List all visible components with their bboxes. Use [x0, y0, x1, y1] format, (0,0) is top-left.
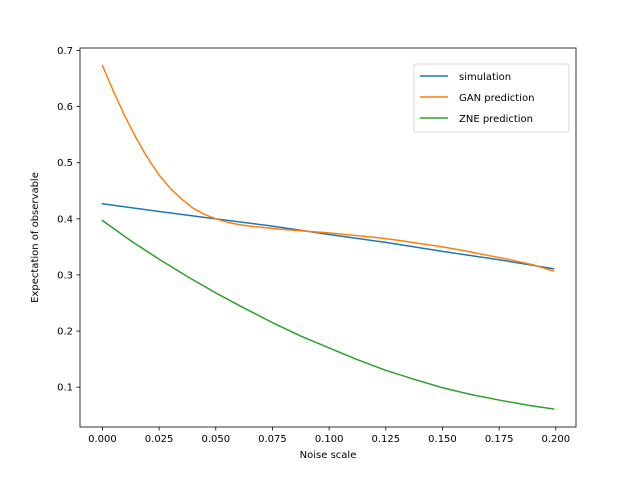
y-tick-label: 0.1: [57, 383, 73, 394]
y-tick-label: 0.4: [57, 214, 73, 225]
legend-label-3: ZNE prediction: [459, 114, 533, 125]
y-tick-label: 0.7: [57, 46, 73, 57]
series-line-2: [101, 64, 555, 272]
legend-label-1: simulation: [459, 72, 511, 83]
plot-frame: [79, 47, 577, 428]
x-tick-label: 0.000: [88, 434, 117, 445]
legend-label-2: GAN prediction: [459, 93, 534, 104]
x-tick-label: 0.175: [485, 434, 514, 445]
legend: simulation GAN prediction ZNE prediction: [413, 63, 570, 133]
y-tick-label: 0.6: [57, 102, 73, 113]
y-tick-label: 0.5: [57, 158, 73, 169]
series-lines: [101, 64, 555, 410]
y-axis-label: Expectation of observable: [30, 172, 41, 303]
y-tick-label: 0.3: [57, 270, 73, 281]
x-axis-ticks: 0.000 0.025 0.050 0.075 0.100 0.125 0.150 0.175…: [88, 427, 570, 445]
legend-frame: [413, 63, 570, 133]
series-line-3: [101, 219, 555, 410]
x-tick-label: 0.075: [258, 434, 287, 445]
x-tick-label: 0.100: [315, 434, 344, 445]
y-axis-ticks: 0.1 0.2 0.3 0.4 0.5 0.6 0.7: [57, 46, 80, 394]
x-axis-label: Noise scale: [300, 450, 357, 461]
x-tick-label: 0.050: [201, 434, 230, 445]
series-line-1: [101, 202, 555, 270]
x-tick-label: 0.150: [428, 434, 457, 445]
x-tick-label: 0.125: [371, 434, 400, 445]
x-tick-label: 0.200: [542, 434, 571, 445]
x-tick-label: 0.025: [145, 434, 174, 445]
y-tick-label: 0.2: [57, 327, 73, 338]
